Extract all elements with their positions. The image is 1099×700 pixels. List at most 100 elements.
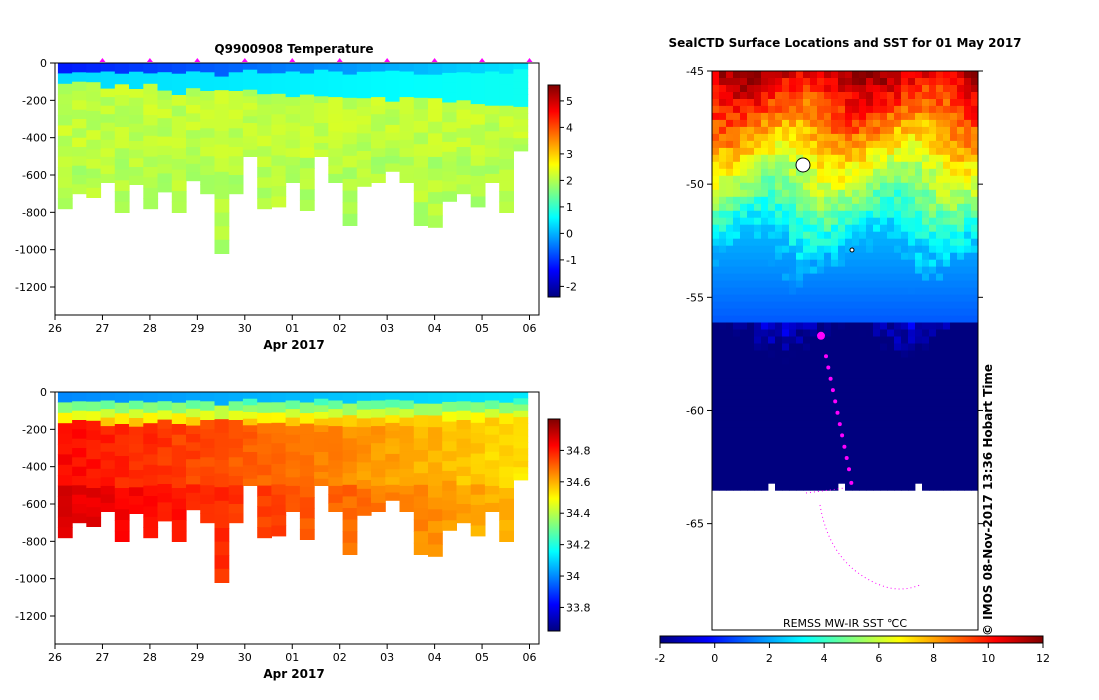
- sst-cell: [894, 231, 902, 240]
- sst-cell: [838, 322, 846, 330]
- sst-cell: [824, 140, 832, 149]
- sst-cell: [894, 385, 902, 393]
- sst-cell: [726, 343, 734, 351]
- section-cell: [499, 116, 514, 128]
- section-cell: [385, 132, 401, 141]
- section-cell: [399, 88, 415, 98]
- sst-cell: [957, 280, 965, 288]
- sst-cell: [929, 238, 937, 247]
- sst-cell: [866, 455, 874, 463]
- sst-cell: [887, 455, 895, 463]
- sst-cell: [838, 266, 846, 274]
- section-cell: [214, 171, 230, 186]
- sst-cell: [768, 406, 776, 414]
- sst-cell: [971, 112, 978, 121]
- sst-cell: [754, 119, 762, 128]
- sst-cell: [936, 182, 944, 191]
- section-cell: [399, 71, 415, 81]
- section-cell: [385, 446, 401, 455]
- sst-cell: [957, 287, 965, 295]
- sst-cell: [950, 161, 958, 170]
- sst-cell: [845, 245, 853, 254]
- sst-cell: [929, 182, 937, 191]
- sst-cell: [901, 469, 909, 477]
- section-cell: [143, 177, 159, 189]
- section-cell: [100, 97, 116, 107]
- section-cell: [114, 201, 130, 213]
- sst-cell: [908, 441, 916, 449]
- sst-cell: [733, 329, 741, 337]
- sst-cell: [733, 112, 741, 121]
- sst-cell: [922, 427, 930, 435]
- sst-cell: [964, 483, 972, 491]
- sst-cell: [922, 315, 930, 323]
- section-cell: [484, 139, 500, 149]
- section-cell: [299, 157, 315, 169]
- sst-cell: [768, 357, 776, 365]
- section-cell: [271, 93, 287, 105]
- sst-cell: [817, 182, 825, 191]
- sst-cell: [747, 238, 755, 247]
- section-cell: [428, 98, 443, 111]
- section-cell: [328, 148, 344, 158]
- sst-cell: [922, 224, 930, 233]
- sst-cell: [859, 133, 867, 142]
- section-cell: [72, 457, 87, 468]
- sst-cell: [824, 434, 832, 442]
- sst-cell: [831, 203, 839, 212]
- sst-cell: [726, 154, 734, 163]
- sst-cell: [866, 280, 874, 288]
- section-cell: [385, 492, 401, 501]
- sst-cell: [880, 85, 888, 93]
- section-cell: [72, 119, 87, 129]
- sst-cell: [782, 231, 790, 240]
- sst-cell: [733, 350, 741, 358]
- section-cell: [356, 453, 372, 463]
- sst-cell: [950, 350, 958, 358]
- sst-cell: [964, 161, 972, 170]
- sst-cell: [873, 392, 881, 400]
- section-cell: [356, 63, 372, 73]
- section-cell: [114, 116, 130, 128]
- sst-cell: [936, 434, 944, 442]
- sst-cell: [866, 154, 874, 163]
- sst-cell: [789, 392, 797, 400]
- sst-cell: [936, 336, 944, 344]
- sst-cell: [957, 147, 965, 156]
- sst-cell: [831, 182, 839, 191]
- section-cell: [484, 494, 500, 504]
- section-cell: [442, 161, 457, 173]
- sst-cell: [782, 364, 790, 372]
- sst-cell: [880, 280, 888, 288]
- sst-cell: [971, 273, 978, 281]
- sst-cell: [852, 336, 860, 344]
- section-cell: [371, 460, 386, 470]
- sst-cell: [733, 238, 741, 247]
- sst-cell: [824, 427, 832, 435]
- sst-cell: [859, 287, 867, 295]
- sst-cell: [796, 105, 804, 114]
- sst-cell: [845, 308, 853, 316]
- sst-cell: [719, 196, 727, 205]
- sst-cell: [831, 287, 839, 295]
- section-cell: [356, 488, 372, 499]
- sst-cell: [754, 182, 762, 191]
- sst-cell: [936, 462, 944, 470]
- sst-cell: [936, 224, 944, 233]
- sst-cell: [943, 245, 951, 254]
- sst-cell: [831, 266, 839, 274]
- sst-cell: [866, 126, 874, 135]
- sst-cell: [964, 196, 972, 205]
- sst-cell: [768, 78, 776, 86]
- sst-cell: [866, 189, 874, 198]
- sst-cell: [817, 140, 825, 149]
- section-cell: [285, 71, 301, 81]
- section-cell: [328, 460, 344, 470]
- sst-cell: [831, 112, 839, 121]
- salinity-plot-frame: [54, 391, 540, 645]
- sst-cell: [943, 462, 951, 470]
- sst-cell: [733, 364, 741, 372]
- section-cell: [484, 131, 500, 141]
- sst-cell: [880, 301, 888, 309]
- section-cell: [72, 175, 87, 185]
